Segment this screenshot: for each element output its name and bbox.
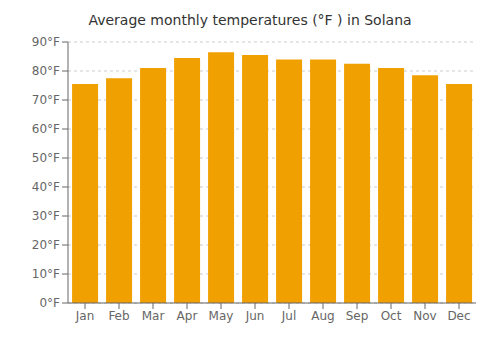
svg-text:0°F: 0°F <box>39 296 60 310</box>
svg-text:80°F: 80°F <box>32 64 60 78</box>
svg-text:30°F: 30°F <box>32 209 60 223</box>
svg-text:10°F: 10°F <box>32 267 60 281</box>
svg-text:Oct: Oct <box>381 309 402 323</box>
svg-text:70°F: 70°F <box>32 93 60 107</box>
svg-text:Mar: Mar <box>142 309 165 323</box>
svg-text:Jun: Jun <box>245 309 265 323</box>
svg-text:Sep: Sep <box>346 309 369 323</box>
svg-text:50°F: 50°F <box>32 151 60 165</box>
svg-text:60°F: 60°F <box>32 122 60 136</box>
svg-text:May: May <box>209 309 234 323</box>
svg-text:Nov: Nov <box>413 309 436 323</box>
svg-text:40°F: 40°F <box>32 180 60 194</box>
svg-text:Aug: Aug <box>311 309 334 323</box>
svg-text:Jan: Jan <box>75 309 95 323</box>
svg-text:90°F: 90°F <box>32 35 60 49</box>
svg-text:Feb: Feb <box>108 309 129 323</box>
svg-text:20°F: 20°F <box>32 238 60 252</box>
svg-text:Dec: Dec <box>447 309 470 323</box>
svg-text:Apr: Apr <box>177 309 198 323</box>
html-text:Average monthly temperatures (: Average monthly temperatures (°F ) in So… <box>88 12 412 28</box>
svg-text:Jul: Jul <box>281 309 296 323</box>
